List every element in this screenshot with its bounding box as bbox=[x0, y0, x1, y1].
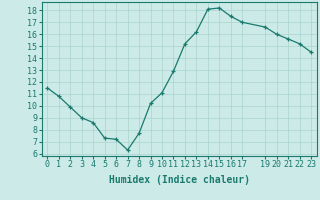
X-axis label: Humidex (Indice chaleur): Humidex (Indice chaleur) bbox=[109, 175, 250, 185]
